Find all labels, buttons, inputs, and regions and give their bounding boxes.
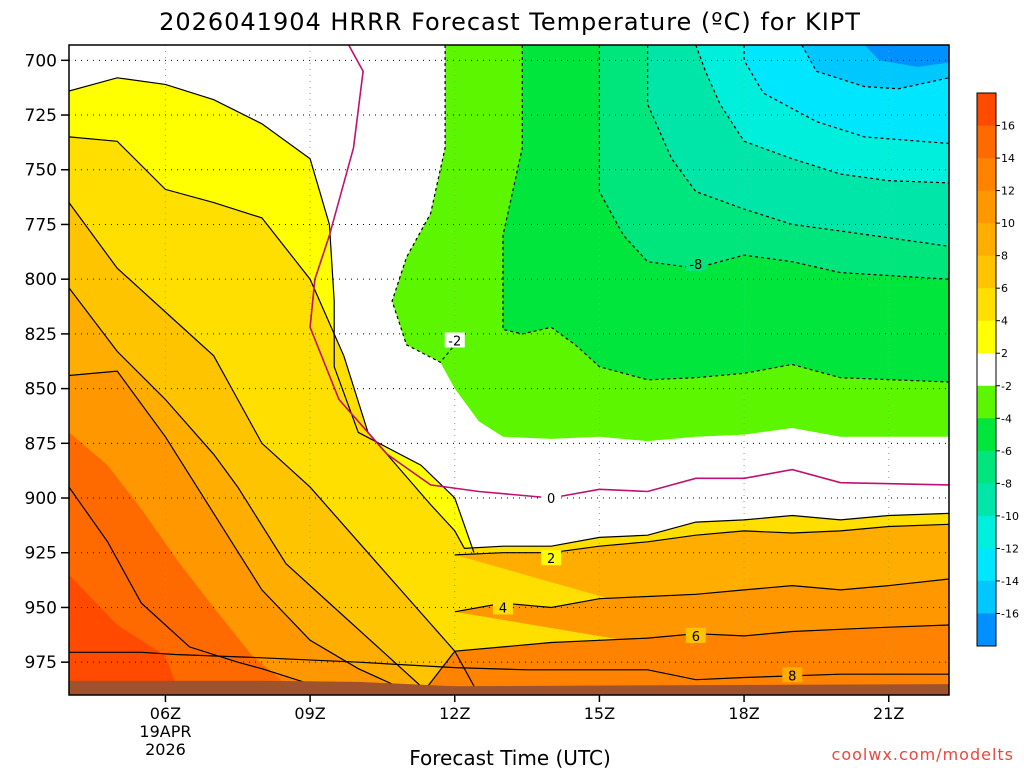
contour-line bbox=[69, 77, 475, 553]
y-tick-label: 925 bbox=[25, 544, 57, 564]
y-tick-label: 975 bbox=[25, 653, 57, 673]
contour-label: -2 bbox=[448, 334, 461, 349]
x-tick-label: 09Z bbox=[294, 704, 325, 723]
colorbar-swatch bbox=[977, 353, 996, 387]
fill-16-to-18 bbox=[69, 574, 180, 695]
colorbar-tick-label: 12 bbox=[1001, 185, 1015, 198]
colorbar-tick-label: -12 bbox=[1001, 542, 1019, 555]
colorbar-swatch bbox=[977, 223, 996, 257]
x-axis-label: Forecast Time (UTC) bbox=[409, 746, 611, 768]
x-tick-label: 15Z bbox=[584, 704, 615, 723]
contour-line bbox=[69, 370, 431, 695]
contour-line bbox=[743, 45, 949, 145]
colorbar-swatch bbox=[977, 385, 996, 419]
contour-line bbox=[420, 624, 949, 695]
colorbar-swatch bbox=[977, 158, 996, 192]
colorbar-swatch bbox=[977, 255, 996, 289]
chart-title: 2026041904 HRRR Forecast Temperature (ºC… bbox=[159, 8, 861, 36]
colorbar-tick-label: 10 bbox=[1001, 217, 1015, 230]
contour-line bbox=[598, 45, 949, 280]
contour-line bbox=[69, 287, 432, 695]
contour-label-bg bbox=[685, 627, 706, 643]
contour-line bbox=[801, 45, 949, 90]
contour-line bbox=[454, 578, 949, 613]
colorbar-legend: 16 14 12 10 8 6 4 2 -2 -4 -6 -8 -10 -12 -14 -16 bbox=[976, 92, 1019, 647]
y-tick-label: 725 bbox=[25, 106, 57, 126]
contour-line bbox=[69, 136, 949, 550]
colorbar-swatch bbox=[977, 613, 996, 647]
contour-label-bg bbox=[541, 490, 562, 506]
contour-line bbox=[454, 523, 949, 556]
credit-link[interactable]: coolwx.com/modelts bbox=[832, 745, 1014, 764]
y-tick-label: 800 bbox=[25, 270, 57, 290]
contour-label: 0 bbox=[547, 492, 555, 507]
x-tick-date-label: 19APR bbox=[139, 722, 191, 741]
y-tick-label: 750 bbox=[25, 161, 57, 181]
pressure-axis: 700 725 750 775 800 825 850 875 900 925 950 975 bbox=[25, 51, 69, 673]
colorbar-swatch bbox=[977, 190, 996, 224]
contour-line bbox=[69, 651, 949, 681]
plot-frame bbox=[68, 44, 950, 696]
colorbar-tick-label: -4 bbox=[1001, 412, 1012, 425]
contour-line bbox=[391, 45, 456, 364]
colorbar-swatch bbox=[977, 125, 996, 159]
contour-label-bg bbox=[444, 332, 465, 348]
contour-label-bg bbox=[782, 667, 803, 683]
contour-label: -8 bbox=[689, 258, 702, 273]
colorbar-frame bbox=[976, 92, 997, 647]
contour-line bbox=[695, 45, 949, 184]
colorbar-swatch bbox=[977, 483, 996, 517]
contour-label: 4 bbox=[499, 601, 507, 616]
y-tick-label: 950 bbox=[25, 598, 57, 618]
plot-area: 8 6 4 2 0 -2 -8 bbox=[68, 44, 950, 696]
y-tick-label: 850 bbox=[25, 380, 57, 400]
colorbar-swatch bbox=[977, 418, 996, 452]
y-tick-label: 700 bbox=[25, 51, 57, 71]
colorbar-tick-label: 6 bbox=[1001, 282, 1008, 295]
colorbar-swatch bbox=[977, 580, 996, 614]
contour-line bbox=[646, 45, 949, 247]
y-tick-label: 775 bbox=[25, 215, 57, 235]
colorbar-tick-label: -16 bbox=[1001, 607, 1019, 620]
x-tick-label: 06Z bbox=[150, 704, 181, 723]
colorbar-swatch bbox=[977, 288, 996, 322]
contour-label-bg bbox=[492, 599, 513, 615]
y-tick-label: 875 bbox=[25, 434, 57, 454]
colorbar-swatch bbox=[977, 93, 996, 127]
colorbar-tick-label: -6 bbox=[1001, 445, 1012, 458]
colorbar-tick-label: -2 bbox=[1001, 380, 1012, 393]
colorbar-tick-label: -10 bbox=[1001, 510, 1019, 523]
x-tick-label: 21Z bbox=[873, 704, 904, 723]
colorbar-swatch bbox=[977, 548, 996, 582]
colorbar-tick-label: 2 bbox=[1001, 347, 1008, 360]
colorbar-swatch bbox=[977, 515, 996, 549]
colorbar-tick-label: -14 bbox=[1001, 575, 1019, 588]
x-tick-label: 12Z bbox=[439, 704, 470, 723]
contour-line bbox=[309, 45, 949, 499]
contour-label: 2 bbox=[547, 552, 555, 567]
colorbar-tick-label: 14 bbox=[1001, 152, 1015, 165]
x-tick-date-label: 2026 bbox=[145, 740, 186, 759]
ground-surface bbox=[69, 680, 949, 695]
contour-label-bg bbox=[685, 255, 706, 271]
x-tick-label: 18Z bbox=[728, 704, 759, 723]
y-tick-label: 900 bbox=[25, 489, 57, 509]
fill-10-to-12-left bbox=[69, 45, 431, 695]
contour-line bbox=[69, 202, 480, 695]
colorbar-swatch bbox=[977, 320, 996, 354]
fill-minus18-to-minus16 bbox=[864, 45, 949, 67]
y-tick-label: 825 bbox=[25, 325, 57, 345]
colorbar-tick-label: -8 bbox=[1001, 477, 1012, 490]
colorbar-tick-label: 4 bbox=[1001, 315, 1008, 328]
colorbar-tick-label: 16 bbox=[1001, 120, 1015, 133]
contour-label: 6 bbox=[692, 630, 700, 645]
colorbar-swatch bbox=[977, 450, 996, 484]
contour-label-bg bbox=[541, 550, 562, 566]
colorbar-tick-label: 8 bbox=[1001, 250, 1008, 263]
contour-label: 8 bbox=[788, 669, 796, 684]
